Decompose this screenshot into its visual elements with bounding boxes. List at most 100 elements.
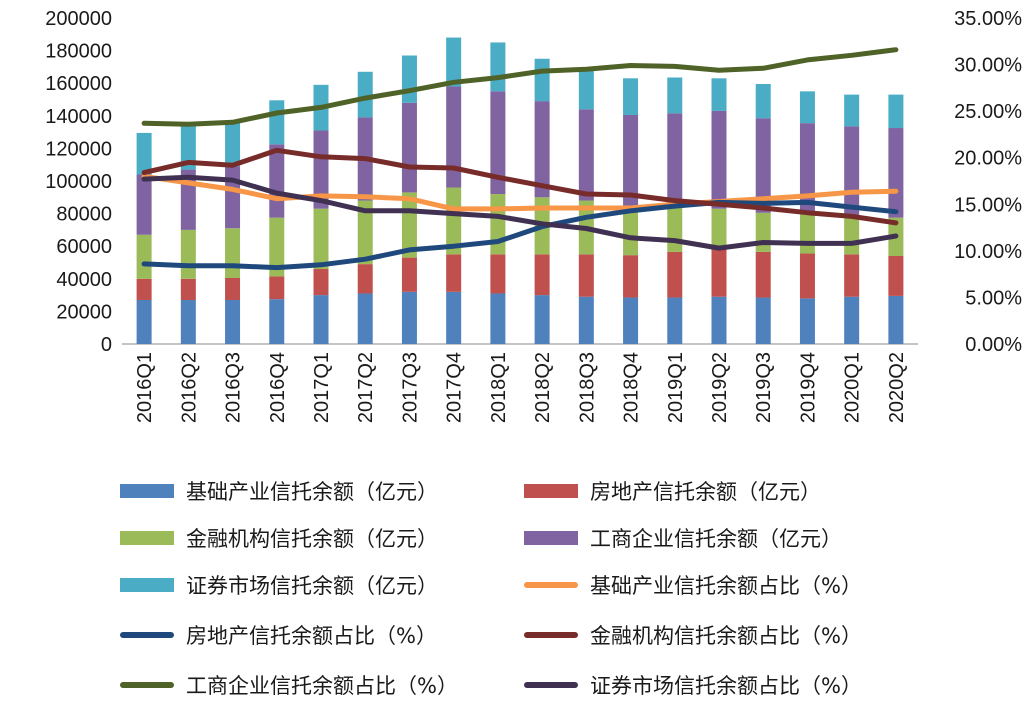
bar-segment (623, 114, 639, 207)
bar-segment (180, 229, 196, 279)
bar-segment (180, 122, 196, 170)
bar-segment (490, 42, 506, 92)
legend-item-infra-ratio: 基础产业信托余额占比（%） (524, 568, 862, 602)
x-axis-tick-label: 2016Q2 (178, 352, 200, 423)
bar-segment (313, 269, 329, 296)
legend-line (524, 632, 578, 638)
legend-label: 工商企业信托余额（亿元） (590, 527, 842, 551)
bar-segment (844, 94, 860, 127)
legend-item-financial-ratio: 金融机构信托余额占比（%） (524, 618, 862, 652)
bar-segment (534, 101, 550, 198)
legend-item-realestate-ratio: 房地产信托余额占比（%） (120, 618, 437, 652)
bar-segment (269, 217, 285, 277)
bar-segment (446, 291, 462, 344)
bar-segment (357, 264, 373, 294)
legend-line (120, 682, 174, 688)
x-axis-tick-label: 2016Q3 (223, 352, 245, 423)
left-axis-tick-label: 160000 (45, 73, 112, 95)
legend-item-infra-balance: 基础产业信托余额（亿元） (120, 474, 438, 508)
tick-labels: 0 20000 40000 60000 80000 100000 120000 140000 1… (45, 8, 1022, 423)
bar-segment (667, 77, 683, 114)
x-axis-tick-label: 2019Q3 (753, 352, 775, 423)
bar-segment (490, 293, 506, 344)
legend-label: 房地产信托余额占比（%） (186, 624, 437, 648)
legend-item-securities-balance: 证券市场信托余额（亿元） (120, 568, 438, 602)
x-axis-tick-label: 2017Q3 (399, 352, 421, 423)
legend-item-industrial-ratio: 工商企业信托余额占比（%） (120, 668, 458, 702)
bar-segment (667, 113, 683, 208)
bar-segment (799, 91, 815, 124)
bar-segment (313, 295, 329, 344)
bar-segment (844, 126, 860, 217)
bar-segment (136, 132, 152, 175)
bar-segment (180, 299, 196, 344)
legend-line (524, 582, 578, 588)
legend-label: 金融机构信托余额（亿元） (186, 527, 438, 551)
right-axis-tick-label: 15.00% (954, 194, 1022, 216)
bar-segment (534, 58, 550, 102)
lines-layer (141, 47, 899, 271)
bar-segment (490, 194, 506, 255)
right-axis-tick-label: 20.00% (954, 148, 1022, 170)
bar-segment (225, 166, 241, 229)
bar-segment (446, 86, 462, 188)
bar-segment (136, 174, 152, 235)
bar-segment (755, 84, 771, 119)
legend-line (120, 632, 174, 638)
x-axis-tick-label: 2016Q1 (134, 352, 156, 423)
x-axis-tick-label: 2020Q2 (886, 352, 908, 423)
x-axis-tick-label: 2018Q4 (621, 352, 643, 423)
right-axis-tick-label: 30.00% (954, 55, 1022, 77)
bar-segment (755, 297, 771, 344)
bar-segment (136, 299, 152, 344)
bar-segment (888, 128, 904, 218)
bar-segment (711, 78, 727, 111)
bar-segment (136, 234, 152, 279)
bar-segment (401, 55, 417, 103)
bar-segment (711, 208, 727, 250)
legend-label: 基础产业信托余额占比（%） (590, 574, 862, 598)
bar-segment (799, 123, 815, 215)
right-axis-tick-label: 35.00% (954, 8, 1022, 30)
legend-line (524, 682, 578, 688)
bar-segment (225, 299, 241, 344)
right-axis-tick-label: 25.00% (954, 101, 1022, 123)
left-axis-tick-label: 120000 (45, 138, 112, 160)
legend-label: 房地产信托余额（亿元） (590, 480, 821, 504)
bar-segment (534, 295, 550, 344)
legend-item-financial-balance: 金融机构信托余额（亿元） (120, 521, 438, 555)
bar-segment (446, 37, 462, 87)
bar-segment (755, 118, 771, 213)
left-axis-tick-label: 200000 (45, 8, 112, 30)
x-axis-tick-label: 2019Q2 (709, 352, 731, 423)
bar-segment (667, 297, 683, 344)
bar-segment (490, 91, 506, 195)
bar-segment (578, 109, 594, 201)
legend-item-realestate-balance: 房地产信托余额（亿元） (524, 474, 821, 508)
bar-segment (401, 257, 417, 292)
bar-segment (888, 94, 904, 129)
series-line (141, 173, 899, 212)
bar-segment (401, 102, 417, 193)
legend-swatch (120, 578, 174, 592)
legend-label: 证券市场信托余额占比（%） (590, 674, 862, 698)
bar-segment (844, 216, 860, 255)
bar-segment (269, 276, 285, 300)
x-axis-tick-label: 2019Q1 (665, 352, 687, 423)
left-axis-tick-label: 140000 (45, 106, 112, 128)
left-axis-tick-label: 20000 (56, 301, 112, 323)
bar-segment (578, 70, 594, 110)
series-line (141, 47, 899, 127)
legend-label: 金融机构信托余额占比（%） (590, 624, 862, 648)
right-axis-tick-label: 0.00% (965, 334, 1022, 356)
bar-segment (357, 71, 373, 118)
legend-label: 证券市场信托余额（亿元） (186, 574, 438, 598)
left-axis-tick-label: 100000 (45, 171, 112, 193)
bars-layer (136, 37, 904, 344)
bar-segment (136, 278, 152, 300)
right-axis-tick-label: 5.00% (965, 287, 1022, 309)
legend-swatch (524, 484, 578, 498)
legend-item-industrial-balance: 工商企业信托余额（亿元） (524, 521, 842, 555)
legend-item-securities-ratio: 证券市场信托余额占比（%） (524, 668, 862, 702)
